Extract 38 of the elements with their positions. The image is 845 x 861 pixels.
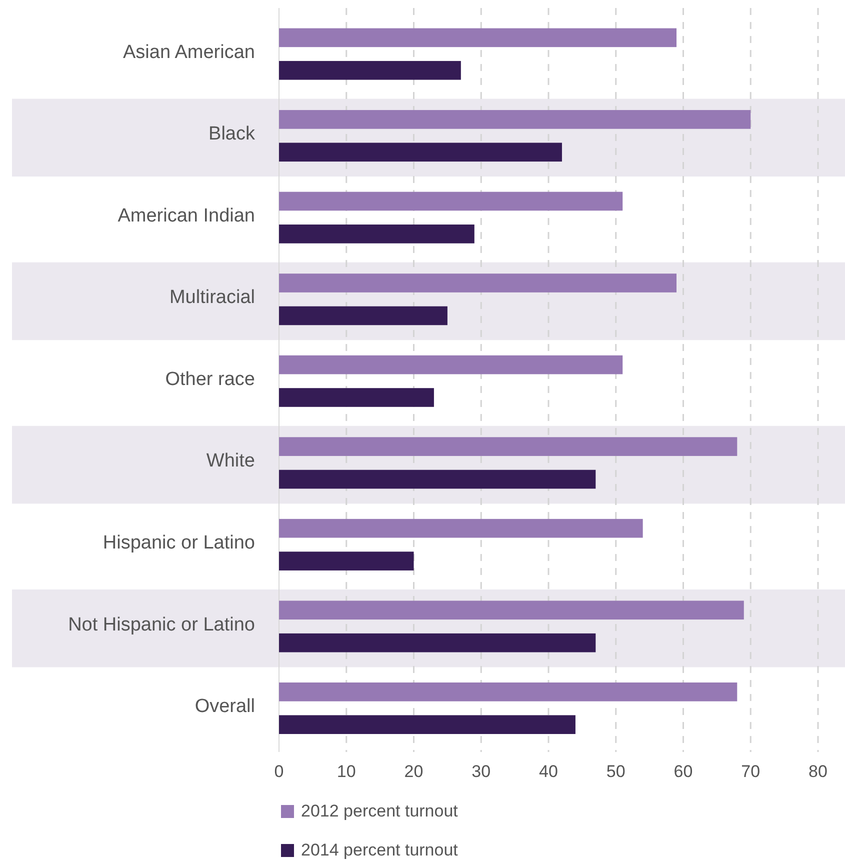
bar bbox=[279, 437, 738, 456]
bar bbox=[279, 224, 474, 244]
bar bbox=[279, 110, 751, 129]
x-tick-label: 10 bbox=[336, 762, 356, 781]
x-tick-label: 0 bbox=[274, 762, 284, 781]
bar bbox=[279, 355, 623, 374]
y-tick-label: Multiracial bbox=[169, 287, 255, 308]
bar bbox=[279, 682, 738, 702]
legend-label: 2014 percent turnout bbox=[301, 840, 458, 860]
bar bbox=[279, 142, 562, 162]
y-tick-label: Black bbox=[208, 124, 256, 145]
y-tick-label: Hispanic or Latino bbox=[102, 532, 255, 554]
x-tick-label: 30 bbox=[472, 762, 491, 781]
y-tick-label: White bbox=[206, 450, 255, 472]
bar bbox=[279, 306, 448, 326]
legend-label: 2012 percent turnout bbox=[301, 801, 458, 820]
bar bbox=[279, 600, 744, 620]
bar bbox=[279, 518, 643, 538]
y-tick-label: American Indian bbox=[118, 205, 255, 226]
x-tick-label: 70 bbox=[741, 762, 760, 781]
bar bbox=[279, 388, 434, 407]
y-tick-label: Asian American bbox=[122, 42, 255, 63]
y-tick-label: Not Hispanic or Latino bbox=[68, 614, 255, 636]
y-tick-label: Overall bbox=[194, 696, 255, 718]
bar bbox=[279, 552, 414, 570]
bar bbox=[279, 715, 576, 734]
bar bbox=[279, 60, 461, 80]
y-tick-label: Other race bbox=[165, 368, 255, 390]
bar bbox=[279, 633, 596, 652]
bar bbox=[279, 28, 677, 48]
x-tick-label: 20 bbox=[404, 762, 424, 781]
bar bbox=[279, 192, 623, 211]
x-tick-label: 50 bbox=[606, 762, 626, 781]
x-tick-label: 60 bbox=[674, 762, 693, 781]
bar bbox=[279, 274, 677, 292]
x-tick-label: 80 bbox=[808, 762, 828, 781]
bar bbox=[279, 470, 596, 489]
x-tick-label: 40 bbox=[539, 762, 558, 781]
